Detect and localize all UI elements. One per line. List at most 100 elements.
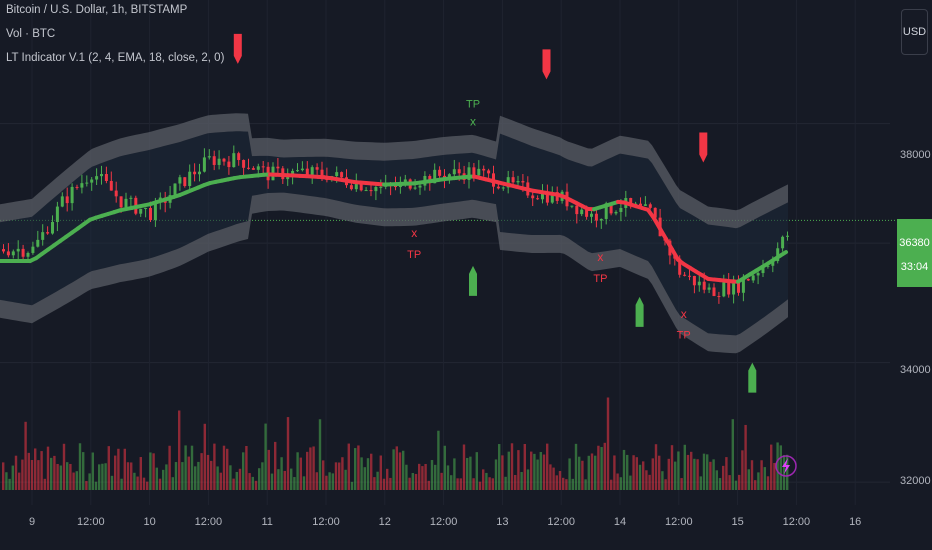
volume-bar: [379, 455, 382, 490]
volume-bar: [616, 473, 619, 490]
candle-body: [207, 156, 211, 158]
volume-bar: [667, 458, 670, 490]
lower-band: [0, 192, 788, 354]
volume-bar: [203, 423, 206, 490]
candle-body: [678, 258, 682, 275]
volume-bar: [270, 473, 274, 490]
candle-body: [70, 186, 74, 204]
volume-bar: [354, 448, 357, 490]
volume-bar: [43, 478, 46, 490]
volume-bar: [552, 467, 555, 490]
volume-bar: [40, 451, 43, 490]
volume-bar: [706, 454, 709, 490]
volume-bar: [568, 458, 571, 490]
volume-bar: [290, 468, 293, 490]
candle-body: [305, 168, 309, 175]
candle-body: [516, 181, 520, 183]
volume-bar: [501, 455, 504, 490]
lightning-icon[interactable]: [775, 455, 797, 477]
volume-bar: [130, 462, 133, 490]
candle-body: [188, 171, 192, 187]
volume-bar: [398, 452, 402, 490]
candle-body: [109, 180, 113, 191]
volume-bar: [133, 472, 136, 490]
volume-bar: [693, 458, 696, 490]
candle-body: [217, 158, 221, 165]
volume-bar: [318, 419, 322, 490]
volume-bar: [229, 465, 232, 490]
time-tick: 9: [28, 516, 36, 528]
volume-bar: [21, 459, 24, 490]
candle-body: [198, 171, 201, 175]
candle-body: [727, 282, 731, 295]
candle-body: [692, 275, 696, 286]
tp-cross: x: [411, 226, 417, 240]
volume-bar: [24, 421, 27, 490]
volume-bar: [69, 463, 72, 490]
volume-bar: [222, 445, 226, 490]
volume-bar: [94, 481, 98, 490]
volume-bar: [421, 466, 424, 490]
volume-bar: [126, 462, 130, 490]
volume-bar: [114, 455, 117, 490]
currency-button[interactable]: USD: [901, 9, 928, 55]
volume-bar: [136, 476, 139, 490]
volume-bar: [59, 465, 62, 490]
time-tick: 14: [613, 516, 627, 528]
tp-cross: x: [681, 307, 687, 321]
indicator-legend[interactable]: LT Indicator V.1 (2, 4, EMA, 18, close, …: [6, 52, 225, 64]
candle-body: [144, 207, 148, 209]
volume-bar: [597, 445, 600, 490]
volume-bar: [8, 478, 11, 490]
candle-body: [237, 153, 241, 161]
volume-bar: [418, 463, 421, 490]
time-tick: 11: [261, 516, 273, 528]
volume-bar: [280, 457, 283, 490]
candle-body: [531, 195, 535, 199]
volume-bar: [274, 441, 277, 490]
candle-body: [85, 182, 89, 184]
volume-bar: [587, 455, 590, 490]
candle-body: [585, 209, 589, 217]
volume-bar: [619, 477, 622, 490]
candle-body: [139, 208, 143, 214]
candle-body: [683, 274, 687, 276]
candle-body: [296, 170, 299, 172]
candle-body: [594, 213, 598, 221]
volume-bar: [366, 458, 370, 490]
candle-body: [349, 185, 353, 190]
tp-cross: x: [470, 114, 476, 128]
volume-legend[interactable]: Vol · BTC: [6, 28, 56, 40]
candle-body: [16, 248, 20, 252]
volume-bar: [517, 450, 520, 490]
volume-bar: [555, 475, 558, 490]
volume-histogram: [2, 397, 789, 490]
volume-bar: [750, 460, 754, 490]
volume-bar: [530, 451, 533, 490]
volume-bar: [776, 442, 779, 490]
candle-body: [541, 192, 544, 200]
volume-bar: [600, 447, 603, 490]
volume-bar: [485, 472, 488, 490]
volume-bar: [728, 475, 731, 490]
volume-bar: [162, 469, 165, 490]
time-tick: 12: [378, 516, 391, 528]
candle-body: [26, 252, 30, 257]
symbol-legend[interactable]: Bitcoin / U.S. Dollar, 1h, BITSTAMP: [6, 4, 188, 16]
candle-body: [702, 281, 706, 290]
candle-body: [776, 248, 780, 262]
volume-bar: [437, 430, 440, 490]
volume-bar: [18, 472, 21, 490]
volume-bar: [584, 479, 587, 490]
volume-bar: [747, 469, 750, 490]
volume-bar: [466, 457, 469, 490]
volume-bar: [46, 446, 50, 490]
volume-bar: [661, 471, 664, 490]
tp-label: TP: [593, 273, 607, 285]
volume-bar: [258, 468, 261, 490]
volume-bar: [770, 444, 773, 490]
volume-bar: [331, 473, 334, 490]
candle-body: [501, 187, 505, 189]
candle-body: [712, 287, 716, 297]
